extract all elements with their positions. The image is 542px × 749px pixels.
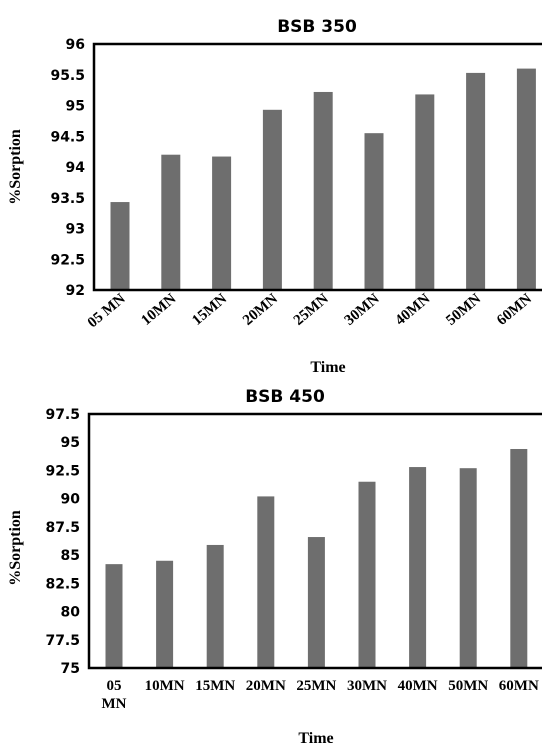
y-tick-label: 95: [66, 99, 85, 115]
y-tick-label: 87.5: [45, 520, 80, 536]
bar: [415, 94, 434, 290]
bar: [212, 157, 231, 290]
y-tick-label: 94.5: [50, 129, 85, 145]
y-tick-label: 97.5: [45, 407, 80, 423]
y-tick-label: 82.5: [45, 576, 80, 592]
x-axis-title: Time: [310, 359, 345, 376]
x-tick-label: 05 MN: [102, 678, 127, 712]
chart-bsb-350: BSB 350 92 92.5 93 93.5 94 94.5 95 95.5 96 05 MN…: [7, 17, 542, 376]
bar: [466, 73, 485, 290]
chart-bsb-450: BSB 450 75 77.5 80 82.5 85 87.5 90 92.5 95 97.5 0…: [7, 387, 542, 747]
y-axis-title: %Sorption: [7, 129, 24, 205]
y-tick-label: 94: [66, 160, 86, 176]
x-tick-label: 30MN: [347, 678, 387, 694]
bar: [111, 202, 130, 290]
x-tick-label: 05 MN: [85, 291, 129, 331]
x-tick-label: 20MN: [240, 291, 281, 329]
bar: [161, 155, 180, 290]
chart-title: BSB 450: [245, 387, 325, 407]
x-tick-label: 40MN: [398, 678, 438, 694]
y-tick-label: 93.5: [50, 191, 85, 207]
x-tick-labels: 05 MN 10MN 15MN 20MN 25MN 30MN 40MN 50MN 60MN: [102, 678, 539, 712]
bar: [156, 561, 173, 668]
y-tick-label: 80: [61, 605, 81, 621]
x-tick-label: 15MN: [195, 678, 235, 694]
bar: [314, 92, 333, 290]
y-tick-labels: 75 77.5 80 82.5 85 87.5 90 92.5 95 97.5: [45, 407, 80, 677]
bar: [365, 133, 384, 290]
bar: [207, 545, 224, 668]
y-tick-label: 92.5: [45, 463, 80, 479]
y-tick-label: 92.5: [50, 252, 85, 268]
x-tick-label: 60MN: [494, 291, 535, 329]
y-tick-label: 95: [61, 435, 80, 451]
x-tick-label: 50MN: [448, 678, 488, 694]
bar: [359, 482, 376, 668]
bars: [111, 69, 536, 290]
x-tick-label: 60MN: [499, 678, 539, 694]
x-tick-label: 15MN: [189, 291, 230, 329]
y-tick-labels: 92 92.5 93 93.5 94 94.5 95 95.5 96: [50, 37, 85, 299]
x-axis-title: Time: [298, 730, 333, 747]
bar: [510, 449, 527, 668]
y-tick-label: 92: [66, 283, 85, 299]
x-tick-label: 50MN: [443, 291, 484, 329]
x-tick-labels: 05 MN 10MN 15MN 20MN 25MN 30MN 40MN 50MN 60MN: [85, 291, 535, 331]
bar: [263, 110, 282, 290]
x-tick-label: 25MN: [296, 678, 336, 694]
y-tick-label: 93: [66, 222, 85, 238]
x-tick-label: 40MN: [392, 291, 433, 329]
x-tick-label: 10MN: [138, 291, 179, 329]
chart-title: BSB 350: [277, 17, 357, 37]
x-tick-label: 25MN: [291, 291, 332, 329]
bar: [460, 468, 477, 668]
y-tick-label: 96: [66, 37, 85, 53]
y-tick-label: 77.5: [45, 633, 80, 649]
bars: [106, 449, 528, 668]
bar: [517, 69, 536, 290]
bar: [106, 564, 123, 668]
y-tick-label: 90: [61, 492, 81, 508]
x-tick-label: 10MN: [145, 678, 185, 694]
bar: [409, 467, 426, 668]
y-tick-label: 95.5: [50, 68, 85, 84]
bar: [257, 496, 274, 668]
bar: [308, 537, 325, 668]
y-tick-label: 85: [61, 548, 80, 564]
x-tick-label: 30MN: [342, 291, 383, 329]
x-tick-label: 20MN: [246, 678, 286, 694]
y-tick-label: 75: [61, 661, 80, 677]
y-axis-title: %Sorption: [7, 510, 24, 586]
